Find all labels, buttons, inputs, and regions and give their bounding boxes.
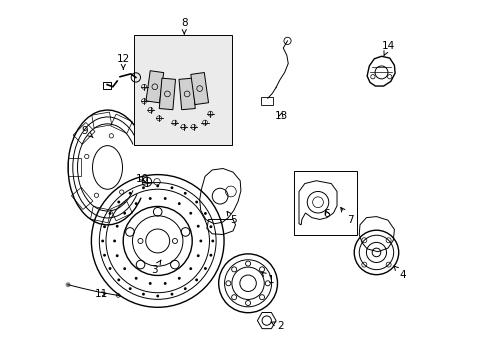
Circle shape: [183, 287, 186, 290]
Circle shape: [163, 282, 166, 285]
Circle shape: [189, 267, 192, 270]
Circle shape: [196, 254, 199, 257]
Text: 13: 13: [274, 111, 287, 121]
Polygon shape: [146, 71, 163, 103]
Circle shape: [148, 282, 151, 285]
Text: 5: 5: [227, 211, 236, 225]
Circle shape: [116, 225, 119, 228]
Circle shape: [101, 239, 104, 242]
Circle shape: [128, 192, 131, 195]
Circle shape: [156, 294, 159, 297]
Text: 9: 9: [81, 126, 93, 138]
Circle shape: [135, 277, 137, 280]
Text: 10: 10: [136, 174, 148, 184]
Circle shape: [199, 239, 202, 242]
Circle shape: [103, 254, 106, 257]
Circle shape: [156, 184, 159, 187]
Circle shape: [203, 212, 206, 215]
Circle shape: [189, 212, 192, 215]
Bar: [293, 171, 356, 234]
Circle shape: [116, 254, 119, 257]
Circle shape: [211, 239, 214, 242]
Circle shape: [135, 202, 137, 205]
Circle shape: [209, 254, 212, 257]
Bar: [134, 36, 231, 145]
Circle shape: [148, 197, 151, 200]
Polygon shape: [179, 78, 195, 110]
Circle shape: [108, 212, 111, 215]
Text: 8: 8: [181, 18, 187, 34]
Text: 3: 3: [150, 260, 161, 275]
Text: 2: 2: [271, 321, 283, 331]
Circle shape: [178, 277, 181, 280]
Circle shape: [123, 212, 126, 215]
Circle shape: [103, 225, 106, 228]
Circle shape: [203, 267, 206, 270]
Circle shape: [117, 201, 120, 203]
Circle shape: [170, 186, 173, 189]
Circle shape: [142, 186, 144, 189]
Circle shape: [113, 239, 116, 242]
Circle shape: [196, 225, 199, 228]
Circle shape: [128, 287, 131, 290]
Text: 1: 1: [261, 272, 274, 285]
Circle shape: [123, 267, 126, 270]
Circle shape: [170, 293, 173, 296]
Circle shape: [209, 225, 212, 228]
Text: 11: 11: [94, 289, 107, 299]
Text: 7: 7: [340, 207, 353, 225]
Circle shape: [163, 197, 166, 200]
Polygon shape: [159, 78, 175, 110]
Circle shape: [65, 282, 70, 287]
Text: 4: 4: [393, 266, 405, 280]
Circle shape: [195, 279, 198, 281]
Circle shape: [195, 201, 198, 203]
Text: 12: 12: [117, 54, 130, 69]
Text: 6: 6: [323, 209, 329, 219]
Circle shape: [108, 267, 111, 270]
Polygon shape: [190, 72, 208, 105]
Circle shape: [142, 293, 144, 296]
Circle shape: [178, 202, 181, 205]
Circle shape: [183, 192, 186, 195]
Circle shape: [117, 279, 120, 281]
Text: 14: 14: [381, 41, 394, 56]
